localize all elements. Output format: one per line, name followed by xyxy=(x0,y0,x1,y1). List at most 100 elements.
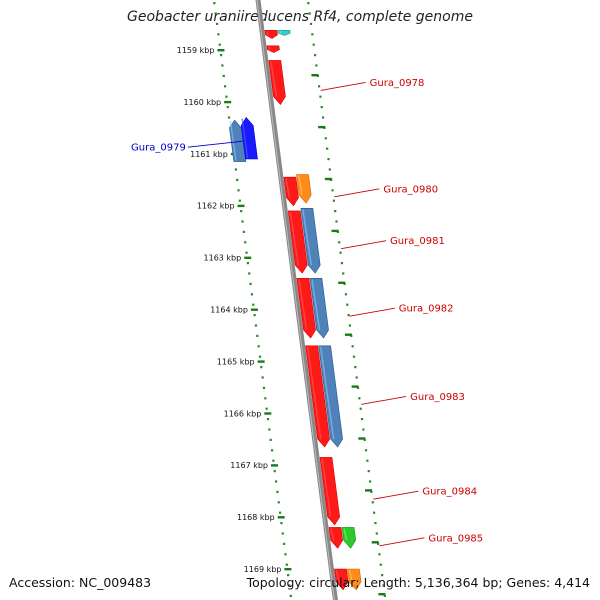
ruler-tick-left xyxy=(224,100,232,104)
gene-label-gura_0985[interactable]: Gura_0985 xyxy=(428,533,483,544)
ruler-dot xyxy=(366,459,369,462)
ruler-dot xyxy=(378,553,381,556)
ruler-tick-right xyxy=(331,229,339,233)
ruler-tick-label: 1162 kbp xyxy=(197,202,235,211)
gene-arrow[interactable] xyxy=(266,45,280,53)
gene-features xyxy=(229,29,362,591)
gene-label-leader xyxy=(187,140,243,148)
gene-arrow-highlight xyxy=(279,31,282,34)
ruler-dot xyxy=(262,386,266,389)
ruler-dot xyxy=(352,355,356,358)
genome-summary-text: Topology: circular; Length: 5,136,364 bp… xyxy=(246,575,590,590)
ruler-dot xyxy=(287,574,290,577)
gene-arrow-highlight xyxy=(306,346,322,440)
ruler-dots xyxy=(213,2,386,597)
ruler-dot xyxy=(285,563,288,566)
gene-arrow[interactable] xyxy=(264,29,278,39)
gene-arrow-highlight xyxy=(270,61,278,97)
ruler-dot xyxy=(344,293,348,296)
ruler-dot xyxy=(281,532,284,535)
ruler-dot xyxy=(356,386,360,389)
ruler-dot xyxy=(320,106,323,109)
ruler-dot xyxy=(347,314,350,317)
gene-label-leader xyxy=(361,395,407,405)
ruler-tick-right xyxy=(378,593,386,596)
ruler-dot xyxy=(214,12,217,15)
ruler-dot xyxy=(237,189,240,192)
ruler-tick-label: 1165 kbp xyxy=(217,357,255,366)
ruler-dot xyxy=(221,64,224,67)
ruler-tick-right xyxy=(371,541,379,544)
gene-arrow-highlight xyxy=(348,569,353,582)
ruler-tick-right xyxy=(324,177,332,181)
gene-arrow-highlight xyxy=(319,346,335,440)
backbone xyxy=(255,0,338,600)
gene-arrow[interactable] xyxy=(240,116,258,160)
ruler-dot xyxy=(313,54,317,57)
ruler-tick-label: 1169 kbp xyxy=(244,565,282,574)
ruler-dot xyxy=(249,282,252,285)
ruler-dot xyxy=(319,95,322,98)
ruler-dot xyxy=(272,459,275,462)
ruler-dot xyxy=(371,501,374,504)
ruler-dot xyxy=(219,54,223,57)
ruler-dot xyxy=(308,12,311,15)
gene-label-gura_0978[interactable]: Gura_0978 xyxy=(370,78,425,89)
ruler-dot xyxy=(278,511,282,514)
ruler-dot xyxy=(274,480,278,483)
gene-arrow-highlight xyxy=(285,178,291,198)
ruler-dot xyxy=(238,199,241,202)
ruler-dot xyxy=(246,262,249,265)
gene-labels: Gura_0978 Gura_0979 Gura_0980 Gura_0981 Gura… xyxy=(131,78,483,547)
ruler-tick-left xyxy=(264,412,272,415)
ruler-dot xyxy=(223,85,227,88)
ruler-dot xyxy=(328,168,331,171)
gene-arrow-highlight xyxy=(229,120,237,161)
ruler-dot xyxy=(236,178,239,181)
ruler-dot xyxy=(265,407,268,410)
gene-arrow-highlight xyxy=(297,175,303,196)
ruler-tick-label: 1166 kbp xyxy=(224,409,262,418)
ruler-tick-label: 1163 kbp xyxy=(204,254,242,263)
ruler-tick-right xyxy=(365,489,373,492)
ruler-dot xyxy=(338,241,341,244)
gene-label-gura_0983[interactable]: Gura_0983 xyxy=(410,392,465,403)
ruler-tick-left xyxy=(244,256,252,259)
gene-label-gura_0980[interactable]: Gura_0980 xyxy=(383,184,438,195)
gene-arrow[interactable] xyxy=(277,29,291,36)
ruler-dot xyxy=(222,74,225,77)
ruler-tick-right xyxy=(351,385,359,388)
gene-label-gura_0984[interactable]: Gura_0984 xyxy=(422,487,477,498)
ruler-tick-left xyxy=(217,49,225,52)
ruler-dot xyxy=(280,522,283,525)
ruler-dot xyxy=(324,137,327,140)
gene-arrow-highlight xyxy=(335,569,340,582)
gene-arrow-highlight xyxy=(289,211,299,266)
ruler-dot xyxy=(327,158,330,161)
ruler-dot xyxy=(379,563,382,566)
ruler-dot xyxy=(351,345,354,348)
ruler-dot xyxy=(242,230,245,233)
ruler-tick-label: 1159 kbp xyxy=(177,46,215,55)
ruler-dot xyxy=(326,147,329,150)
backbone-line xyxy=(255,0,338,600)
gene-label-leader xyxy=(320,81,366,91)
ruler-dot xyxy=(250,293,254,296)
ruler-dot xyxy=(339,251,342,254)
ruler-dot xyxy=(307,2,310,5)
ruler-dot xyxy=(358,397,361,400)
ruler-tick-left xyxy=(250,308,258,311)
gene-arrow-highlight xyxy=(241,118,249,159)
ruler-tick-right xyxy=(318,125,326,129)
backbone-highlight xyxy=(256,0,335,600)
gene-label-gura_0982[interactable]: Gura_0982 xyxy=(399,304,454,315)
gene-label-leader xyxy=(373,490,419,500)
gene-label-gura_0981[interactable]: Gura_0981 xyxy=(390,236,445,247)
gene-label-gura_0979[interactable]: Gura_0979 xyxy=(131,143,186,154)
ruler-tick-label: 1160 kbp xyxy=(183,98,221,107)
ruler-dot xyxy=(367,470,370,473)
ruler-dot xyxy=(257,345,260,348)
ruler-dot xyxy=(273,470,276,473)
ruler-dot xyxy=(234,168,237,171)
